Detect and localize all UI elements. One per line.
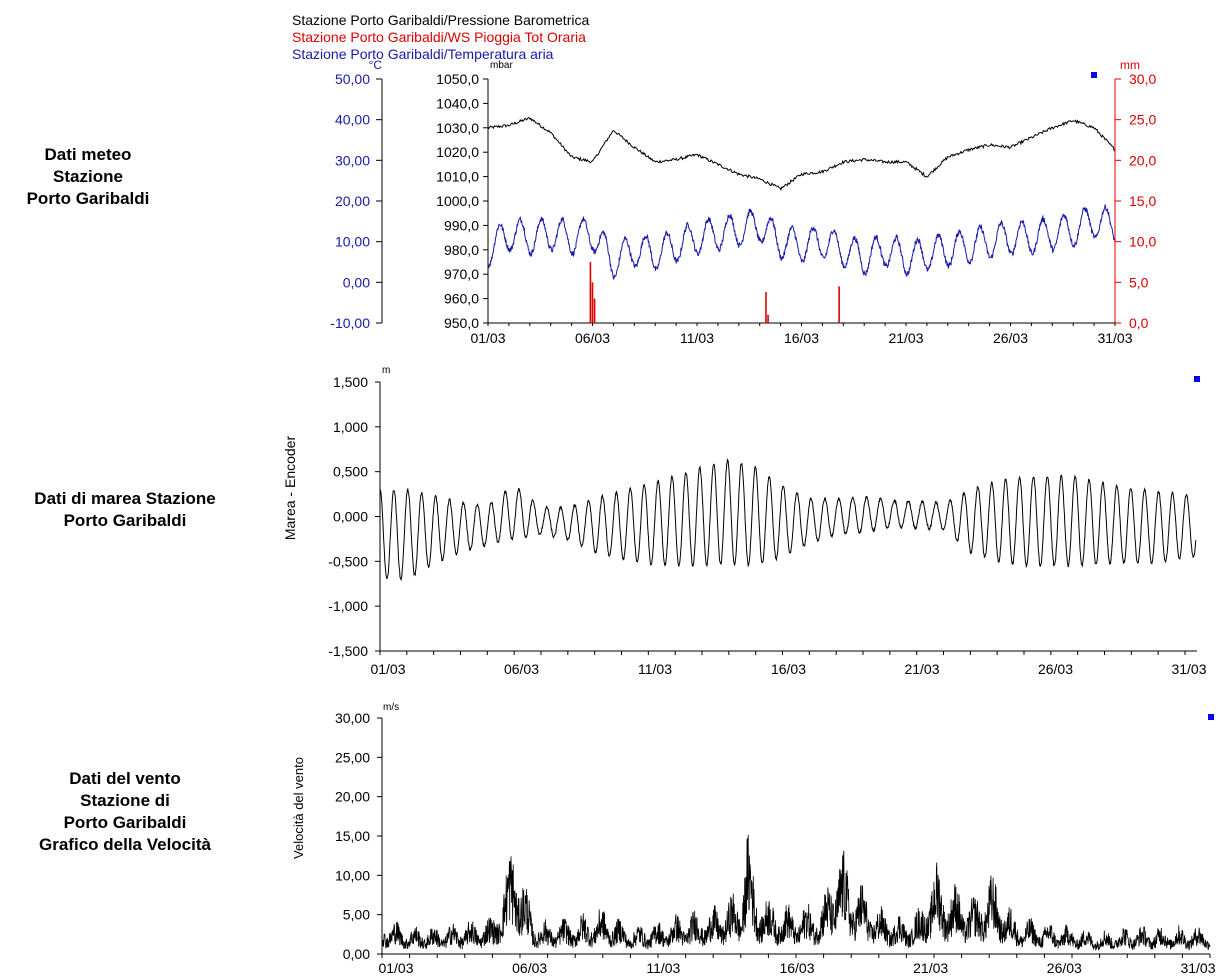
wind-series-line xyxy=(381,834,1211,951)
wind-y-tick-label: 30,00 xyxy=(335,710,370,726)
wind-x-tick-label: 26/03 xyxy=(1047,960,1082,976)
rain-tick-label: 5,0 xyxy=(1129,274,1149,290)
temperature-series-line xyxy=(487,204,1116,280)
pressure-tick-label: 1040,0 xyxy=(436,95,479,111)
tide-x-tick-label: 21/03 xyxy=(904,661,939,677)
tide-unit-label: m xyxy=(382,365,390,376)
pressure-tick-label: 950,0 xyxy=(444,315,479,331)
wind-label-line-4: Grafico della Velocità xyxy=(39,835,211,854)
temperature-tick-label: 30,00 xyxy=(335,152,370,168)
meteo-legend-entry: Stazione Porto Garibaldi/Pressione Barom… xyxy=(292,12,589,28)
pressure-tick-label: 960,0 xyxy=(444,291,479,307)
meteo-x-tick-label: 06/03 xyxy=(575,330,610,346)
temperature-tick-label: -10,00 xyxy=(330,315,370,331)
rain-tick-label: 25,0 xyxy=(1129,112,1156,128)
wind-y-tick-label: 5,00 xyxy=(343,907,370,923)
meteo-legend-marker xyxy=(1091,72,1097,78)
pressure-tick-label: 980,0 xyxy=(444,242,479,258)
tide-x-tick-label: 01/03 xyxy=(370,661,405,677)
tide-x-tick-label: 26/03 xyxy=(1038,661,1073,677)
tide-y-tick-label: 0,000 xyxy=(333,509,368,525)
pressure-tick-label: 1030,0 xyxy=(436,120,479,136)
wind-y-tick-label: 10,00 xyxy=(335,867,370,883)
temperature-tick-label: 50,00 xyxy=(335,71,370,87)
temperature-tick-label: 0,00 xyxy=(343,274,370,290)
wind-label-line-1: Dati del vento xyxy=(69,769,181,788)
tide-x-tick-label: 11/03 xyxy=(638,661,672,677)
wind-x-tick-label: 31/03 xyxy=(1180,960,1215,976)
rain-tick-label: 30,0 xyxy=(1129,71,1156,87)
wind-x-tick-label: 16/03 xyxy=(779,960,814,976)
tide-x-tick-label: 06/03 xyxy=(504,661,539,677)
wind-label-line-3: Porto Garibaldi xyxy=(63,813,187,832)
tide-legend-marker xyxy=(1194,376,1200,382)
meteo-label-line-1: Dati meteo xyxy=(44,145,132,164)
meteo-legend-entry: Stazione Porto Garibaldi/Temperatura ari… xyxy=(292,46,554,62)
wind-y-tick-label: 20,00 xyxy=(335,789,370,805)
wind-x-tick-label: 11/03 xyxy=(646,960,680,976)
tide-y-title: Marea - Encoder xyxy=(282,436,298,541)
rain-tick-label: 15,0 xyxy=(1129,193,1156,209)
wind-x-tick-label: 01/03 xyxy=(378,960,413,976)
wind-y-title: Velocità del vento xyxy=(291,757,306,859)
tide-y-tick-label: -0,500 xyxy=(328,553,368,569)
pressure-tick-label: 1020,0 xyxy=(436,144,479,160)
tide-y-tick-label: -1,500 xyxy=(328,643,368,659)
pressure-tick-label: 970,0 xyxy=(444,266,479,282)
meteo-x-tick-label: 01/03 xyxy=(470,330,505,346)
tide-y-tick-label: 1,500 xyxy=(333,374,368,390)
tide-label-line-1: Dati di marea Stazione xyxy=(34,489,216,508)
rain-unit-label: mm xyxy=(1120,58,1140,72)
rain-tick-label: 0,0 xyxy=(1129,315,1149,331)
wind-unit-label: m/s xyxy=(383,702,399,713)
pressure-series-line xyxy=(487,116,1116,191)
meteo-x-tick-label: 31/03 xyxy=(1097,330,1132,346)
rain-tick-label: 20,0 xyxy=(1129,152,1156,168)
rain-tick-label: 10,0 xyxy=(1129,234,1156,250)
pressure-unit-label: mbar xyxy=(490,60,513,71)
wind-y-tick-label: 15,00 xyxy=(335,828,370,844)
tide-x-tick-label: 16/03 xyxy=(771,661,806,677)
meteo-label-line-3: Porto Garibaldi xyxy=(26,189,150,208)
wind-x-tick-label: 06/03 xyxy=(512,960,547,976)
wind-section-label: Dati del vento Stazione di Porto Garibal… xyxy=(0,768,250,856)
pressure-tick-label: 990,0 xyxy=(444,217,479,233)
temperature-tick-label: 20,00 xyxy=(335,193,370,209)
temperature-tick-label: 40,00 xyxy=(335,112,370,128)
tide-x-tick-label: 31/03 xyxy=(1171,661,1206,677)
meteo-legend-entry: Stazione Porto Garibaldi/WS Pioggia Tot … xyxy=(292,29,586,45)
tide-label-line-2: Porto Garibaldi xyxy=(63,511,187,530)
meteo-x-tick-label: 11/03 xyxy=(680,330,714,346)
tide-section-label: Dati di marea Stazione Porto Garibaldi xyxy=(0,488,250,532)
meteo-section-label: Dati meteo Stazione Porto Garibaldi xyxy=(0,144,176,210)
tide-series-line xyxy=(379,457,1197,582)
tide-y-tick-label: -1,000 xyxy=(328,598,368,614)
meteo-x-tick-label: 21/03 xyxy=(888,330,923,346)
tide-y-tick-label: 0,500 xyxy=(333,464,368,480)
pressure-tick-label: 1050,0 xyxy=(436,71,479,87)
meteo-x-tick-label: 26/03 xyxy=(993,330,1028,346)
wind-x-tick-label: 21/03 xyxy=(913,960,948,976)
tide-y-tick-label: 1,000 xyxy=(333,419,368,435)
wind-y-tick-label: 0,00 xyxy=(343,946,370,962)
pressure-tick-label: 1000,0 xyxy=(436,193,479,209)
meteo-label-line-2: Stazione xyxy=(53,167,123,186)
temperature-unit-label: °C xyxy=(369,58,383,72)
wind-y-tick-label: 25,00 xyxy=(335,749,370,765)
temperature-tick-label: 10,00 xyxy=(335,234,370,250)
meteo-x-tick-label: 16/03 xyxy=(784,330,819,346)
wind-label-line-2: Stazione di xyxy=(80,791,170,810)
wind-legend-marker xyxy=(1208,714,1214,720)
pressure-tick-label: 1010,0 xyxy=(436,169,479,185)
